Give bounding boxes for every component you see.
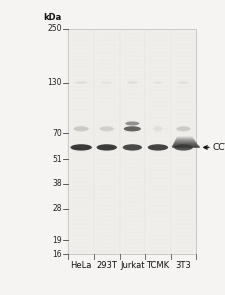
Text: Jurkat: Jurkat (120, 261, 145, 270)
Ellipse shape (125, 122, 139, 125)
Text: 250: 250 (47, 24, 62, 33)
Text: 130: 130 (47, 78, 62, 87)
Bar (68, 29, 196, 255)
Ellipse shape (178, 81, 189, 84)
Text: 293T: 293T (96, 261, 117, 270)
Ellipse shape (97, 144, 117, 151)
Ellipse shape (154, 126, 162, 132)
Ellipse shape (153, 81, 163, 84)
Text: 28: 28 (52, 204, 62, 213)
Text: 38: 38 (52, 179, 62, 188)
Text: 51: 51 (52, 155, 62, 164)
Ellipse shape (148, 144, 168, 151)
Text: kDa: kDa (43, 13, 62, 22)
Text: CCT4: CCT4 (213, 143, 225, 152)
Ellipse shape (127, 81, 138, 84)
Ellipse shape (123, 144, 142, 151)
Ellipse shape (177, 126, 191, 132)
Ellipse shape (101, 81, 112, 84)
Ellipse shape (124, 126, 141, 132)
Ellipse shape (75, 81, 87, 84)
Text: HeLa: HeLa (70, 261, 92, 270)
Ellipse shape (70, 144, 92, 151)
Ellipse shape (100, 126, 114, 132)
Text: 70: 70 (52, 129, 62, 138)
Text: 3T3: 3T3 (176, 261, 191, 270)
Text: 19: 19 (52, 236, 62, 245)
Ellipse shape (174, 144, 193, 151)
Ellipse shape (74, 126, 89, 132)
Text: 16: 16 (52, 250, 62, 259)
Text: TCMK: TCMK (146, 261, 169, 270)
